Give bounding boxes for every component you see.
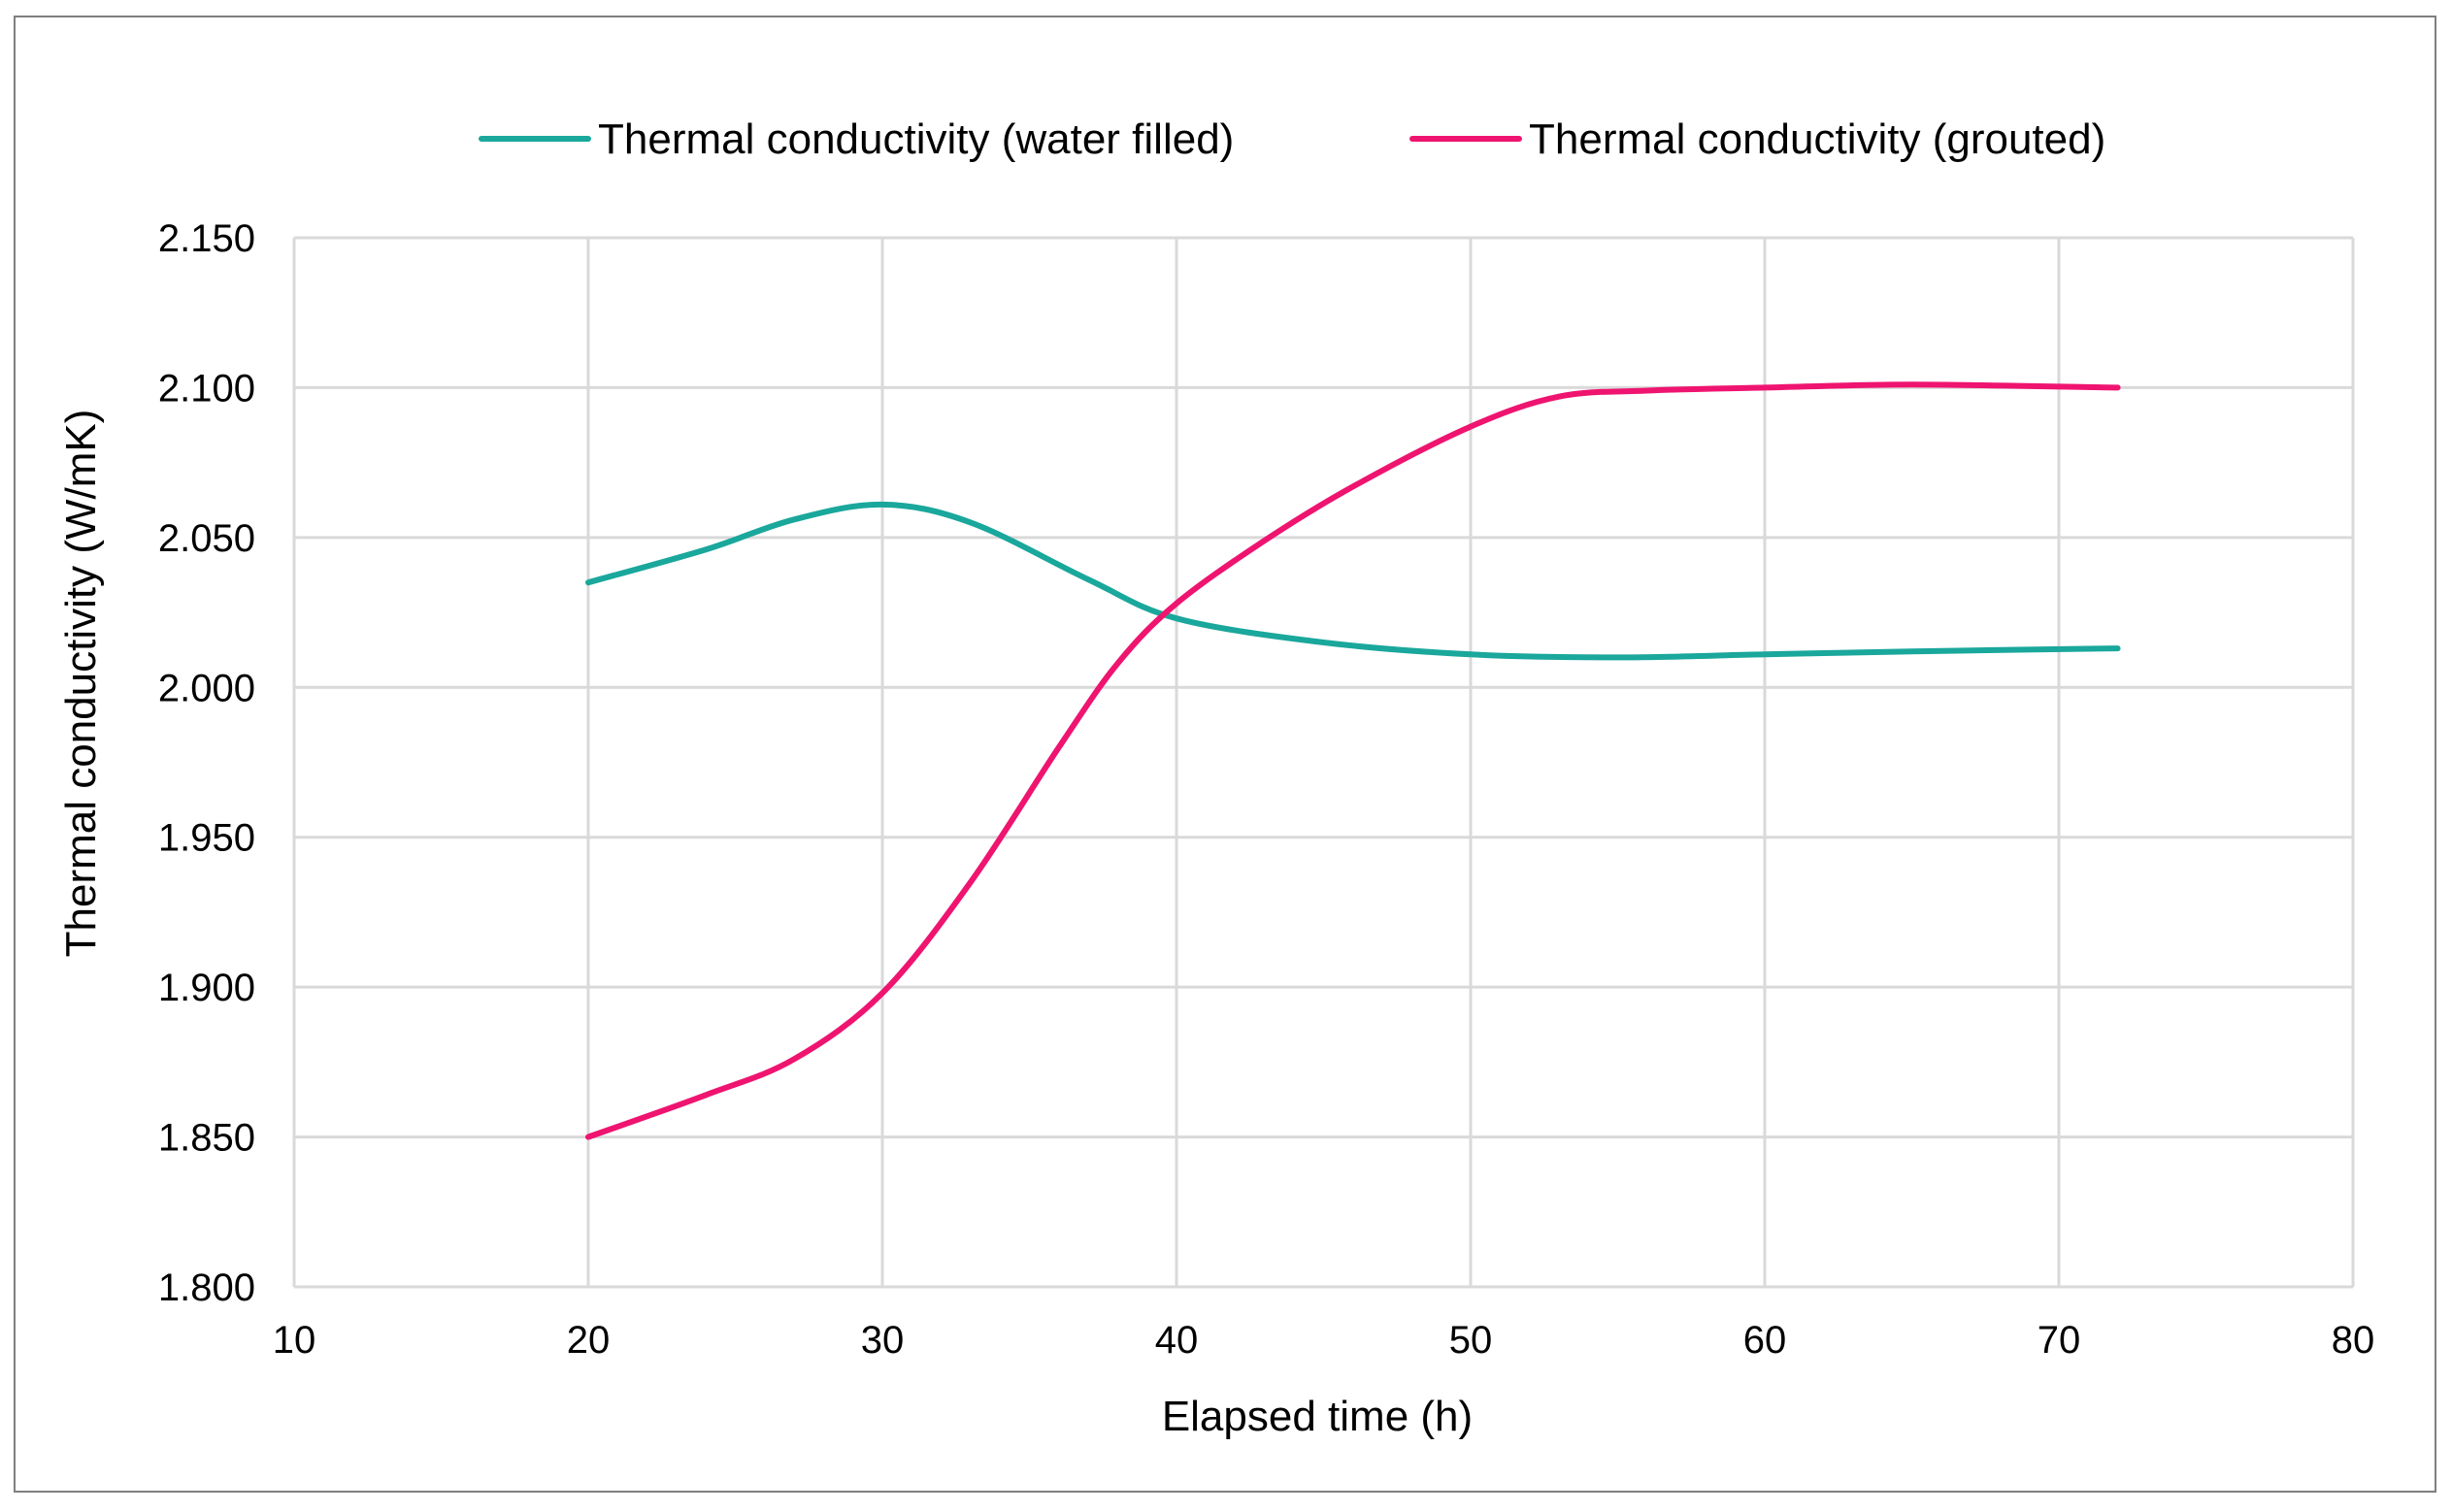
y-tick-label: 1.800 xyxy=(158,1266,255,1309)
y-tick-label: 2.150 xyxy=(158,217,255,260)
chart-frame xyxy=(14,16,2436,1493)
y-axis-ticks: 1.800 1.850 1.900 1.950 2.000 2.050 2.100 2.150 xyxy=(158,217,255,1309)
x-tick-label: 50 xyxy=(1449,1319,1493,1362)
y-axis-title: Thermal conductivity (W/mK) xyxy=(57,410,105,958)
series-lines xyxy=(585,381,2121,1140)
legend-label-grouted: Thermal conductivity (grouted) xyxy=(1529,115,2105,163)
y-tick-label: 2.050 xyxy=(158,517,255,560)
y-tick-label: 1.950 xyxy=(158,817,255,860)
y-tick-label: 1.850 xyxy=(158,1117,255,1160)
x-axis-title: Elapsed time (h) xyxy=(1162,1393,1473,1440)
y-tick-label: 2.100 xyxy=(158,367,255,410)
x-tick-label: 20 xyxy=(567,1319,611,1362)
x-tick-label: 30 xyxy=(861,1319,905,1362)
x-tick-label: 40 xyxy=(1155,1319,1199,1362)
y-tick-label: 1.900 xyxy=(158,967,255,1009)
x-tick-label: 60 xyxy=(1743,1319,1787,1362)
x-tick-label: 70 xyxy=(2038,1319,2081,1362)
x-axis-ticks: 10 20 30 40 50 60 70 80 xyxy=(273,1319,2375,1362)
x-tick-label: 10 xyxy=(273,1319,316,1362)
legend-label-water-filled: Thermal conductivity (water filled) xyxy=(598,115,1234,163)
series-line-grouted xyxy=(585,381,2121,1140)
series-line-water-filled xyxy=(585,501,2121,661)
x-tick-label: 80 xyxy=(2332,1319,2375,1362)
legend: Thermal conductivity (water filled) Ther… xyxy=(479,115,2105,163)
y-tick-label: 2.000 xyxy=(158,667,255,709)
